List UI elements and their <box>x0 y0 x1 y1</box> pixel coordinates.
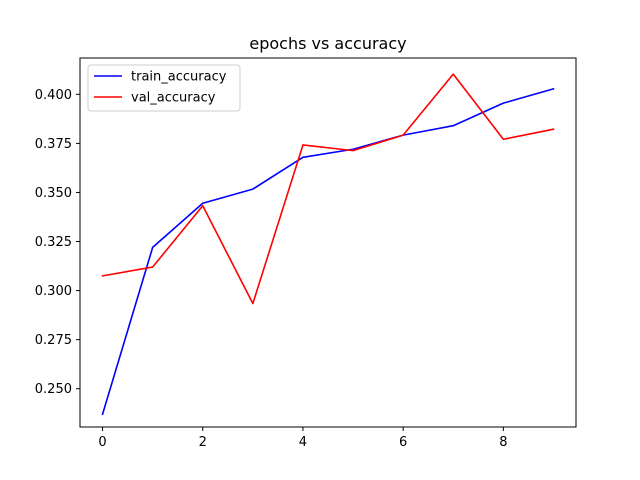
y-tick-label: 0.375 <box>35 137 72 152</box>
legend-label-train-accuracy: train_accuracy <box>131 70 227 85</box>
plot-area-frame <box>79 57 577 428</box>
y-tick-label: 0.350 <box>35 186 72 201</box>
series-line-val-accuracy <box>101 73 555 305</box>
x-tick-label: 2 <box>199 435 207 450</box>
x-tick-label: 4 <box>299 435 307 450</box>
y-axis: 0.250 0.275 0.300 0.325 0.350 0.375 0.400 <box>35 88 80 397</box>
y-tick-label: 0.250 <box>35 382 72 397</box>
legend-box <box>87 64 241 112</box>
x-tick-label: 6 <box>399 435 407 450</box>
y-tick-label: 0.325 <box>35 235 72 250</box>
y-tick-label: 0.300 <box>35 284 72 299</box>
x-tick-label: 8 <box>499 435 507 450</box>
series-line-train-accuracy <box>101 87 555 416</box>
chart-title: epochs vs accuracy <box>249 34 406 53</box>
y-tick-label: 0.400 <box>35 88 72 103</box>
y-tick-label: 0.275 <box>35 333 72 348</box>
legend: train_accuracy val_accuracy <box>87 64 241 112</box>
x-tick-label: 0 <box>98 435 106 450</box>
x-axis: 0 2 4 6 8 <box>98 427 507 450</box>
series-layer <box>101 73 555 416</box>
legend-label-val-accuracy: val_accuracy <box>131 91 216 106</box>
